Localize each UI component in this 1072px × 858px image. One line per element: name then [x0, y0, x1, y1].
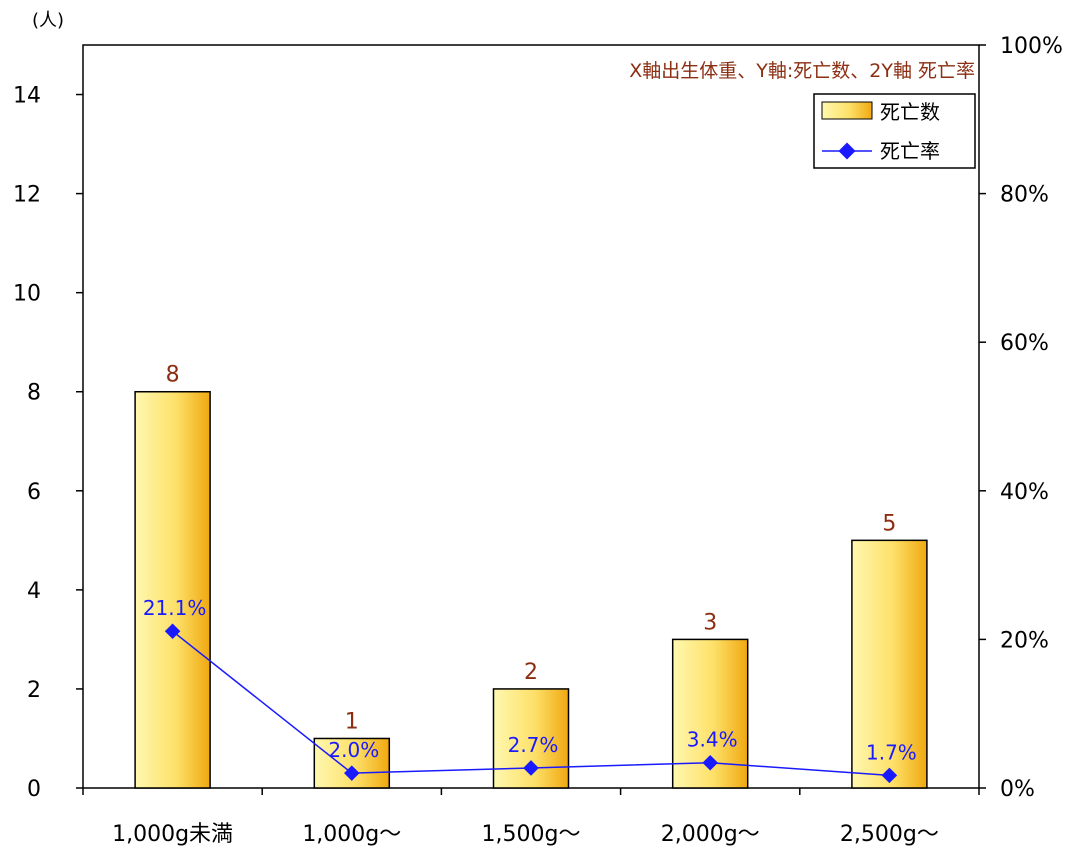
bar-value-label: 8	[166, 363, 180, 388]
rate-value-label: 21.1%	[143, 596, 207, 620]
right-tick-label: 100%	[1000, 34, 1063, 59]
left-tick-label: 0	[27, 777, 41, 802]
rate-marker	[164, 623, 181, 640]
bar-value-label: 3	[703, 610, 717, 635]
right-tick-label: 0%	[1000, 777, 1035, 802]
right-tick-label: 80%	[1000, 183, 1049, 208]
rate-marker	[881, 767, 898, 784]
rate-marker	[702, 754, 718, 771]
bar	[134, 390, 211, 789]
left-tick-label: 8	[27, 381, 41, 406]
right-tick-label: 40%	[1000, 480, 1049, 505]
left-tick-label: 14	[13, 84, 41, 109]
bar-value-label: 2	[524, 660, 538, 685]
legend-bar-swatch	[821, 101, 873, 120]
right-tick-label: 60%	[1000, 331, 1049, 356]
left-tick-label: 10	[13, 282, 41, 307]
axis-annotation: X軸出生体重、Y軸:死亡数、2Y軸 死亡率	[629, 60, 975, 82]
legend: 死亡数 死亡率	[813, 93, 976, 169]
bar	[851, 539, 928, 789]
right-tick-label: 20%	[1000, 628, 1049, 653]
bar-series: 8 1 2 3 5	[134, 363, 928, 789]
rate-value-label: 2.7%	[508, 733, 559, 757]
x-tick-label: 1,000g未満	[112, 822, 233, 847]
x-tick-label: 2,500g～	[840, 822, 939, 847]
bar-value-label: 1	[345, 709, 359, 734]
left-axis: 0 2 4 6 8 10 12 14	[13, 84, 83, 802]
rate-value-label: 3.4%	[687, 728, 738, 752]
legend-label-deaths: 死亡数	[880, 100, 940, 124]
x-tick-label: 2,000g～	[661, 822, 760, 847]
legend-label-rate: 死亡率	[880, 139, 940, 163]
legend-line-marker	[838, 142, 856, 160]
line-series: 21.1% 2.0% 2.7% 3.4% 1.7%	[143, 596, 917, 784]
x-axis-labels: 1,000g未満 1,000g～ 1,500g～ 2,000g～ 2,500g～	[82, 788, 980, 847]
rate-value-label: 1.7%	[866, 740, 917, 764]
left-tick-label: 4	[27, 579, 41, 604]
x-tick-label: 1,000g～	[302, 822, 401, 847]
y-axis-unit-label: (人)	[32, 10, 64, 31]
bar-value-label: 5	[882, 511, 896, 536]
left-tick-label: 12	[13, 183, 41, 208]
left-tick-label: 6	[27, 480, 41, 505]
rate-marker	[523, 760, 539, 776]
rate-value-label: 2.0%	[328, 738, 379, 762]
x-tick-label: 1,500g～	[482, 822, 581, 847]
left-tick-label: 2	[27, 678, 41, 703]
right-axis: 0% 20% 40% 60% 80% 100%	[979, 34, 1063, 802]
